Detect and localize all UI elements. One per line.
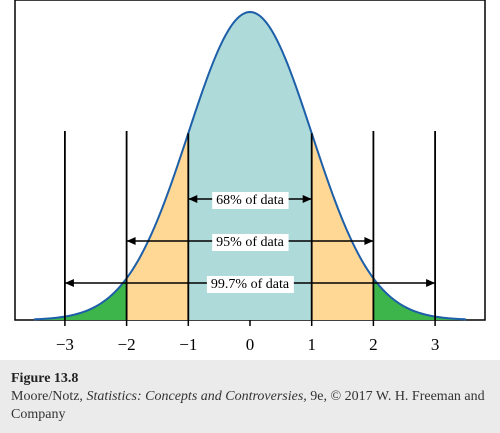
x-tick-label: 0	[246, 335, 255, 354]
figure: 68% of data 95% of data 99.7% of data −3 −2…	[14, 0, 486, 354]
x-tick-label: 2	[369, 335, 378, 354]
normal-distribution-chart: 68% of data 95% of data 99.7% of data −3 −2…	[14, 0, 486, 354]
arrowhead-right	[364, 237, 374, 245]
x-tick-label: −1	[179, 335, 197, 354]
arrowhead-right	[426, 279, 436, 287]
x-tick-label: 1	[307, 335, 316, 354]
density-curve	[34, 10, 466, 321]
caption-band	[0, 360, 500, 433]
interval-arrow: 68% of data	[188, 192, 312, 209]
interval-label: 99.7% of data	[211, 277, 290, 292]
credit-rest: 9e, © 2017 W. H. Freeman and Company	[11, 389, 485, 422]
credit-authors: Moore/Notz,	[11, 389, 87, 404]
interval-arrow: 99.7% of data	[64, 276, 436, 293]
interval-label-bg	[212, 192, 289, 209]
x-tick-label: −2	[118, 335, 136, 354]
interval-label-bg	[206, 276, 294, 293]
interval-arrow: 95% of data	[126, 234, 374, 251]
figure-credit: Moore/Notz, Statistics: Concepts and Con…	[11, 388, 489, 424]
arrowhead-left	[188, 195, 198, 203]
interval-label: 68% of data	[216, 193, 284, 208]
shaded-region	[34, 278, 127, 320]
arrowhead-left	[64, 279, 74, 287]
figure-label: Figure 13.8	[11, 371, 79, 386]
interval-label: 95% of data	[216, 235, 284, 250]
arrowhead-right	[302, 195, 312, 203]
x-tick-label: 3	[431, 335, 440, 354]
interval-label-bg	[212, 234, 289, 251]
shaded-region	[373, 278, 466, 320]
x-tick-label: −3	[56, 335, 74, 354]
arrowhead-left	[126, 237, 136, 245]
credit-book-title: Statistics: Concepts and Controversies,	[86, 389, 307, 404]
